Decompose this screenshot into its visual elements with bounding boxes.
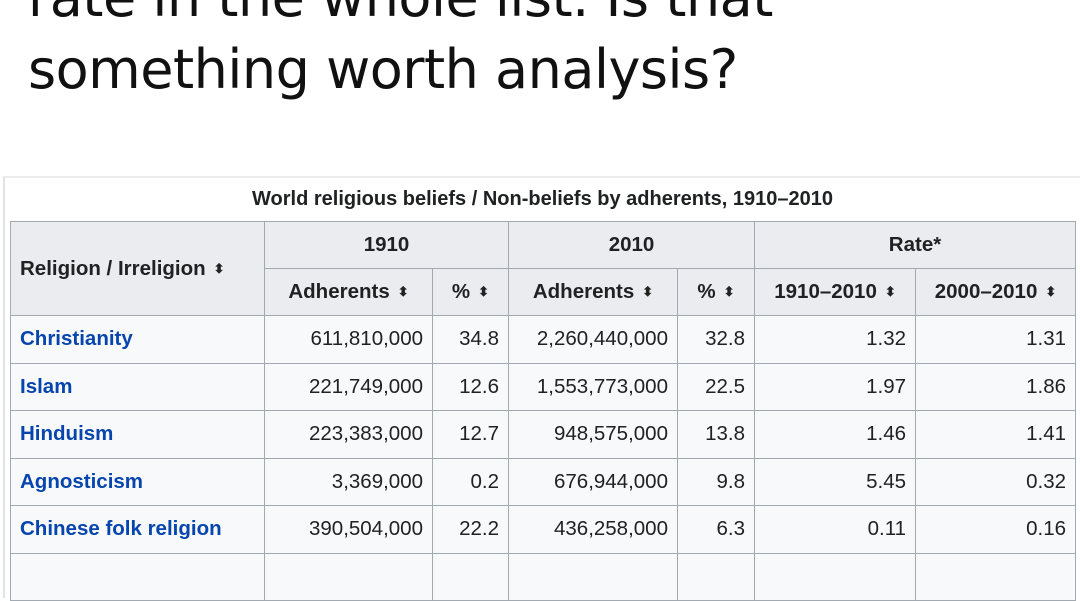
col-group-rate: Rate*	[754, 221, 1076, 269]
religion-cell	[10, 552, 265, 601]
pct-2010-cell: 9.8	[677, 457, 755, 506]
religion-cell: Christianity	[10, 315, 265, 364]
pct-1910-cell: 0.2	[432, 457, 509, 506]
rate-2000-2010-cell: 1.31	[915, 315, 1076, 364]
rate-1910-2010-cell: 0.11	[754, 505, 916, 554]
col-header-adherents-1910[interactable]: Adherents ⬍	[264, 268, 433, 316]
religion-link[interactable]: Hinduism	[20, 422, 114, 446]
religion-link[interactable]: Agnosticism	[20, 469, 144, 493]
rate-2000-2010-cell: 1.41	[915, 410, 1076, 459]
post-text: rate in the whole list. Is that somethin…	[28, 0, 773, 106]
adherents-1910-cell: 390,504,000	[264, 505, 433, 554]
pct-1910-cell	[432, 552, 509, 601]
rate-1910-2010-cell: 5.45	[754, 457, 916, 506]
pct-1910-cell: 34.8	[432, 315, 509, 364]
rate-1910-2010-cell	[754, 552, 916, 601]
rate-2000-2010-cell: 0.16	[915, 505, 1076, 554]
table-row: Chinese folk religion 390,504,000 22.2 4…	[10, 505, 1076, 554]
rate-2000-2010-cell	[915, 552, 1076, 601]
col-header-adherents-2010[interactable]: Adherents ⬍	[508, 268, 678, 316]
col-group-2010: 2010	[508, 221, 755, 269]
post-line-2: something worth analysis?	[28, 38, 738, 101]
pct-2010-cell: 22.5	[677, 362, 755, 411]
col-header-pct-1910[interactable]: % ⬍	[432, 268, 509, 316]
table-row-cut-off	[10, 552, 1076, 601]
sort-icon[interactable]: ⬍	[642, 284, 654, 299]
rate-2000-2010-cell: 0.32	[915, 457, 1076, 506]
religion-link[interactable]: Christianity	[20, 327, 133, 351]
col-header-rate-2000-2010[interactable]: 2000–2010 ⬍	[915, 268, 1076, 316]
pct-1910-cell: 22.2	[432, 505, 509, 554]
rate-2000-2010-cell: 1.86	[915, 362, 1076, 411]
col-header-pct-2010[interactable]: % ⬍	[677, 268, 755, 316]
adherents-2010-cell: 436,258,000	[508, 505, 678, 554]
adherents-2010-cell: 1,553,773,000	[508, 362, 678, 411]
adherents-2010-cell: 948,575,000	[508, 410, 678, 459]
pct-2010-cell: 13.8	[677, 410, 755, 459]
sort-icon[interactable]: ⬍	[478, 284, 490, 299]
table-row: Agnosticism 3,369,000 0.2 676,944,000 9.…	[10, 457, 1076, 506]
table-row: Hinduism 223,383,000 12.7 948,575,000 13…	[10, 410, 1076, 459]
religion-cell: Chinese folk religion	[10, 505, 265, 554]
adherents-1910-cell: 611,810,000	[264, 315, 433, 364]
post-line-1: rate in the whole list. Is that	[28, 0, 773, 34]
religion-cell: Islam	[10, 362, 265, 411]
adherents-2010-cell: 676,944,000	[508, 457, 678, 506]
religion-cell: Agnosticism	[10, 457, 265, 506]
adherents-1910-cell	[264, 552, 433, 601]
col-group-1910: 1910	[264, 221, 509, 269]
sort-icon[interactable]: ⬍	[723, 284, 735, 299]
table-row: Islam 221,749,000 12.6 1,553,773,000 22.…	[10, 362, 1076, 411]
sort-icon[interactable]: ⬍	[397, 284, 409, 299]
rate-1910-2010-cell: 1.97	[754, 362, 916, 411]
adherents-1910-cell: 223,383,000	[264, 410, 433, 459]
rate-1910-2010-cell: 1.32	[754, 315, 916, 364]
religion-cell: Hinduism	[10, 410, 265, 459]
pct-1910-cell: 12.7	[432, 410, 509, 459]
pct-1910-cell: 12.6	[432, 362, 509, 411]
sort-icon[interactable]: ⬍	[1045, 284, 1057, 299]
pct-2010-cell	[677, 552, 755, 601]
header-row-groups: Religion / Irreligion ⬍ 1910 2010 Rate*	[10, 221, 1076, 316]
adherents-1910-cell: 3,369,000	[264, 457, 433, 506]
religion-link[interactable]: Islam	[20, 374, 73, 398]
adherents-1910-cell: 221,749,000	[264, 362, 433, 411]
col-header-rate-1910-2010[interactable]: 1910–2010 ⬍	[754, 268, 916, 316]
religion-link[interactable]: Chinese folk religion	[20, 517, 222, 541]
pct-2010-cell: 6.3	[677, 505, 755, 554]
adherents-2010-cell	[508, 552, 678, 601]
sort-icon[interactable]: ⬍	[884, 284, 896, 299]
table-caption: World religious beliefs / Non-beliefs by…	[252, 188, 833, 210]
religions-table: Religion / Irreligion ⬍ 1910 2010 Rate* A…	[10, 221, 1076, 601]
pct-2010-cell: 32.8	[677, 315, 755, 364]
adherents-2010-cell: 2,260,440,000	[508, 315, 678, 364]
sort-icon[interactable]: ⬍	[213, 260, 225, 276]
rate-1910-2010-cell: 1.46	[754, 410, 916, 459]
table-row: Christianity 611,810,000 34.8 2,260,440,…	[10, 315, 1076, 364]
header-row-columns: Adherents ⬍ % ⬍ Adherents ⬍ % ⬍ 1910–2010 ⬍ 2…	[11, 268, 1076, 316]
col-header-religion[interactable]: Religion / Irreligion ⬍	[10, 221, 265, 316]
